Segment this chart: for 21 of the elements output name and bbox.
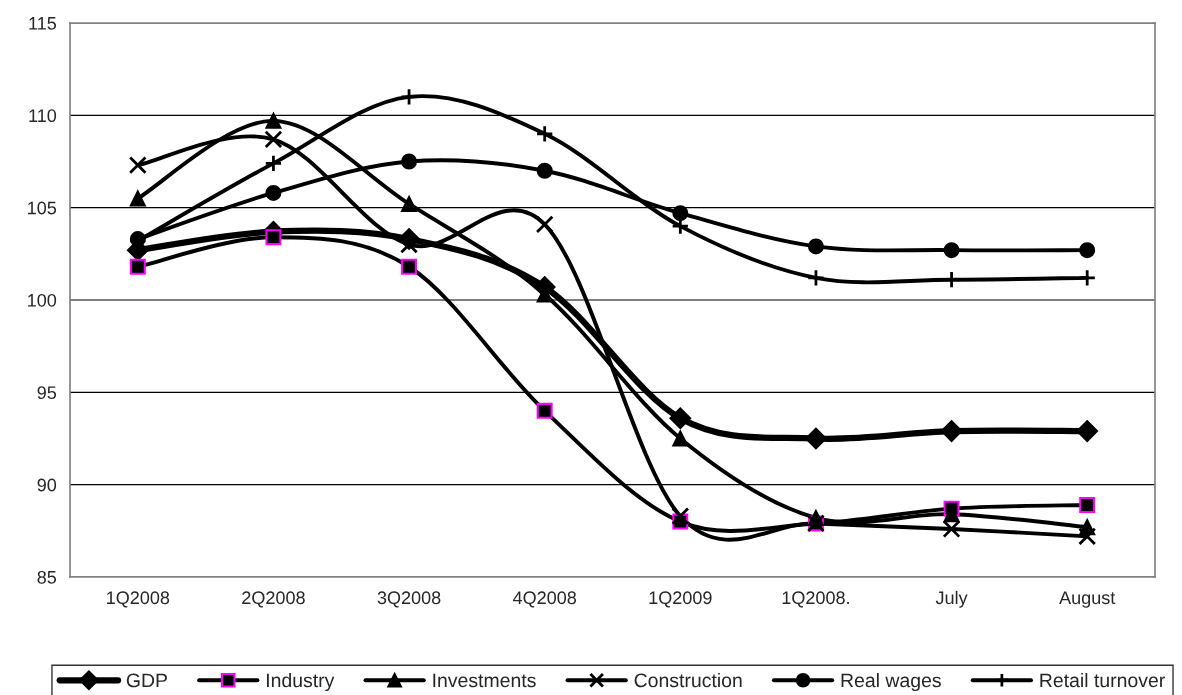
y-tick-label: 110 xyxy=(29,109,57,123)
legend-label: Real wages xyxy=(841,672,941,692)
y-tick-label: 85 xyxy=(37,570,57,584)
x-tick-label: 1Q2008. xyxy=(782,591,849,608)
x-tick-label: 4Q2008 xyxy=(512,591,577,608)
legend-label: Industry xyxy=(267,672,335,692)
x-tick-label: 3Q2008 xyxy=(377,591,441,608)
x-tick-label: July xyxy=(935,590,968,608)
y-tick-label: 105 xyxy=(28,201,57,215)
y-tick-label: 95 xyxy=(37,386,57,400)
x-tick-label: 2Q2008 xyxy=(242,591,305,608)
y-tick-label: 115 xyxy=(29,17,57,30)
y-tick-label: 100 xyxy=(28,293,57,307)
legend-label: Retail turnover xyxy=(1040,672,1165,688)
legend-label: GDP xyxy=(126,673,167,688)
legend-label: Investments xyxy=(433,673,536,688)
x-tick-label: August xyxy=(1059,591,1116,608)
legend-label: Construction xyxy=(634,672,742,688)
x-tick-label: 1Q2009 xyxy=(649,591,712,608)
x-tick-label: 1Q2008 xyxy=(107,591,170,608)
y-tick-label: 90 xyxy=(37,478,57,492)
